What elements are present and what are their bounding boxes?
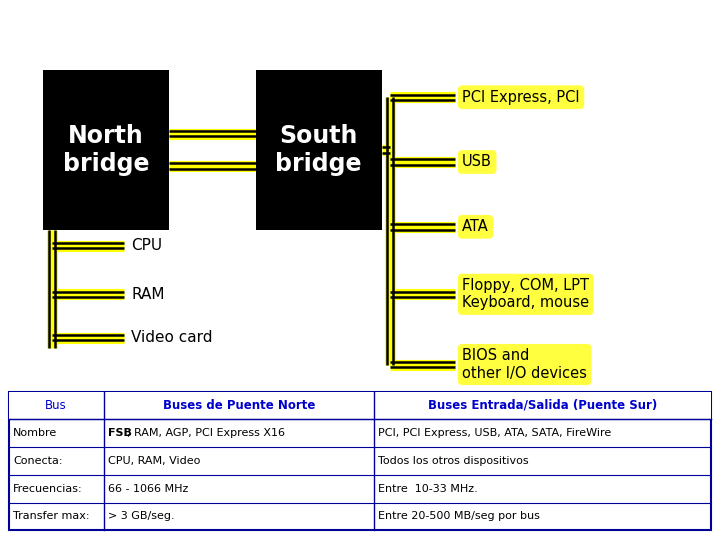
Text: Buses de Puente Norte: Buses de Puente Norte bbox=[163, 399, 315, 412]
Text: RAM: RAM bbox=[131, 287, 165, 302]
Text: South
bridge: South bridge bbox=[275, 124, 362, 176]
Text: Nombre: Nombre bbox=[13, 428, 57, 438]
Text: FSB: FSB bbox=[108, 428, 132, 438]
Text: 66 - 1066 MHz: 66 - 1066 MHz bbox=[108, 484, 188, 494]
Text: Transfer max:: Transfer max: bbox=[13, 511, 89, 522]
Text: Entre  10-33 MHz.: Entre 10-33 MHz. bbox=[379, 484, 478, 494]
Bar bbox=[9, 392, 711, 419]
Text: , RAM, AGP, PCI Express X16: , RAM, AGP, PCI Express X16 bbox=[127, 428, 285, 438]
Text: ATA: ATA bbox=[462, 219, 489, 234]
Bar bbox=[256, 70, 382, 230]
Text: Conecta:: Conecta: bbox=[13, 456, 63, 466]
Text: CPU, RAM, Video: CPU, RAM, Video bbox=[108, 456, 200, 466]
Text: PCI, PCI Express, USB, ATA, SATA, FireWire: PCI, PCI Express, USB, ATA, SATA, FireWi… bbox=[379, 428, 611, 438]
Text: USB: USB bbox=[462, 154, 492, 170]
Text: Entre 20-500 MB/seg por bus: Entre 20-500 MB/seg por bus bbox=[379, 511, 540, 522]
Text: > 3 GB/seg.: > 3 GB/seg. bbox=[108, 511, 174, 522]
Bar bbox=[43, 70, 169, 230]
Text: Floppy, COM, LPT
Keyboard, mouse: Floppy, COM, LPT Keyboard, mouse bbox=[462, 278, 590, 310]
Text: Bus: Bus bbox=[45, 399, 67, 412]
Text: Todos los otros dispositivos: Todos los otros dispositivos bbox=[379, 456, 529, 466]
Text: Frecuencias:: Frecuencias: bbox=[13, 484, 83, 494]
Bar bbox=[9, 392, 711, 530]
Text: CPU: CPU bbox=[131, 238, 162, 253]
Text: North
bridge: North bridge bbox=[63, 124, 150, 176]
Text: Buses Entrada/Salida (Puente Sur): Buses Entrada/Salida (Puente Sur) bbox=[428, 399, 657, 412]
Text: Video card: Video card bbox=[131, 330, 212, 345]
Text: BIOS and
other I/O devices: BIOS and other I/O devices bbox=[462, 348, 587, 381]
Text: PCI Express, PCI: PCI Express, PCI bbox=[462, 90, 580, 105]
